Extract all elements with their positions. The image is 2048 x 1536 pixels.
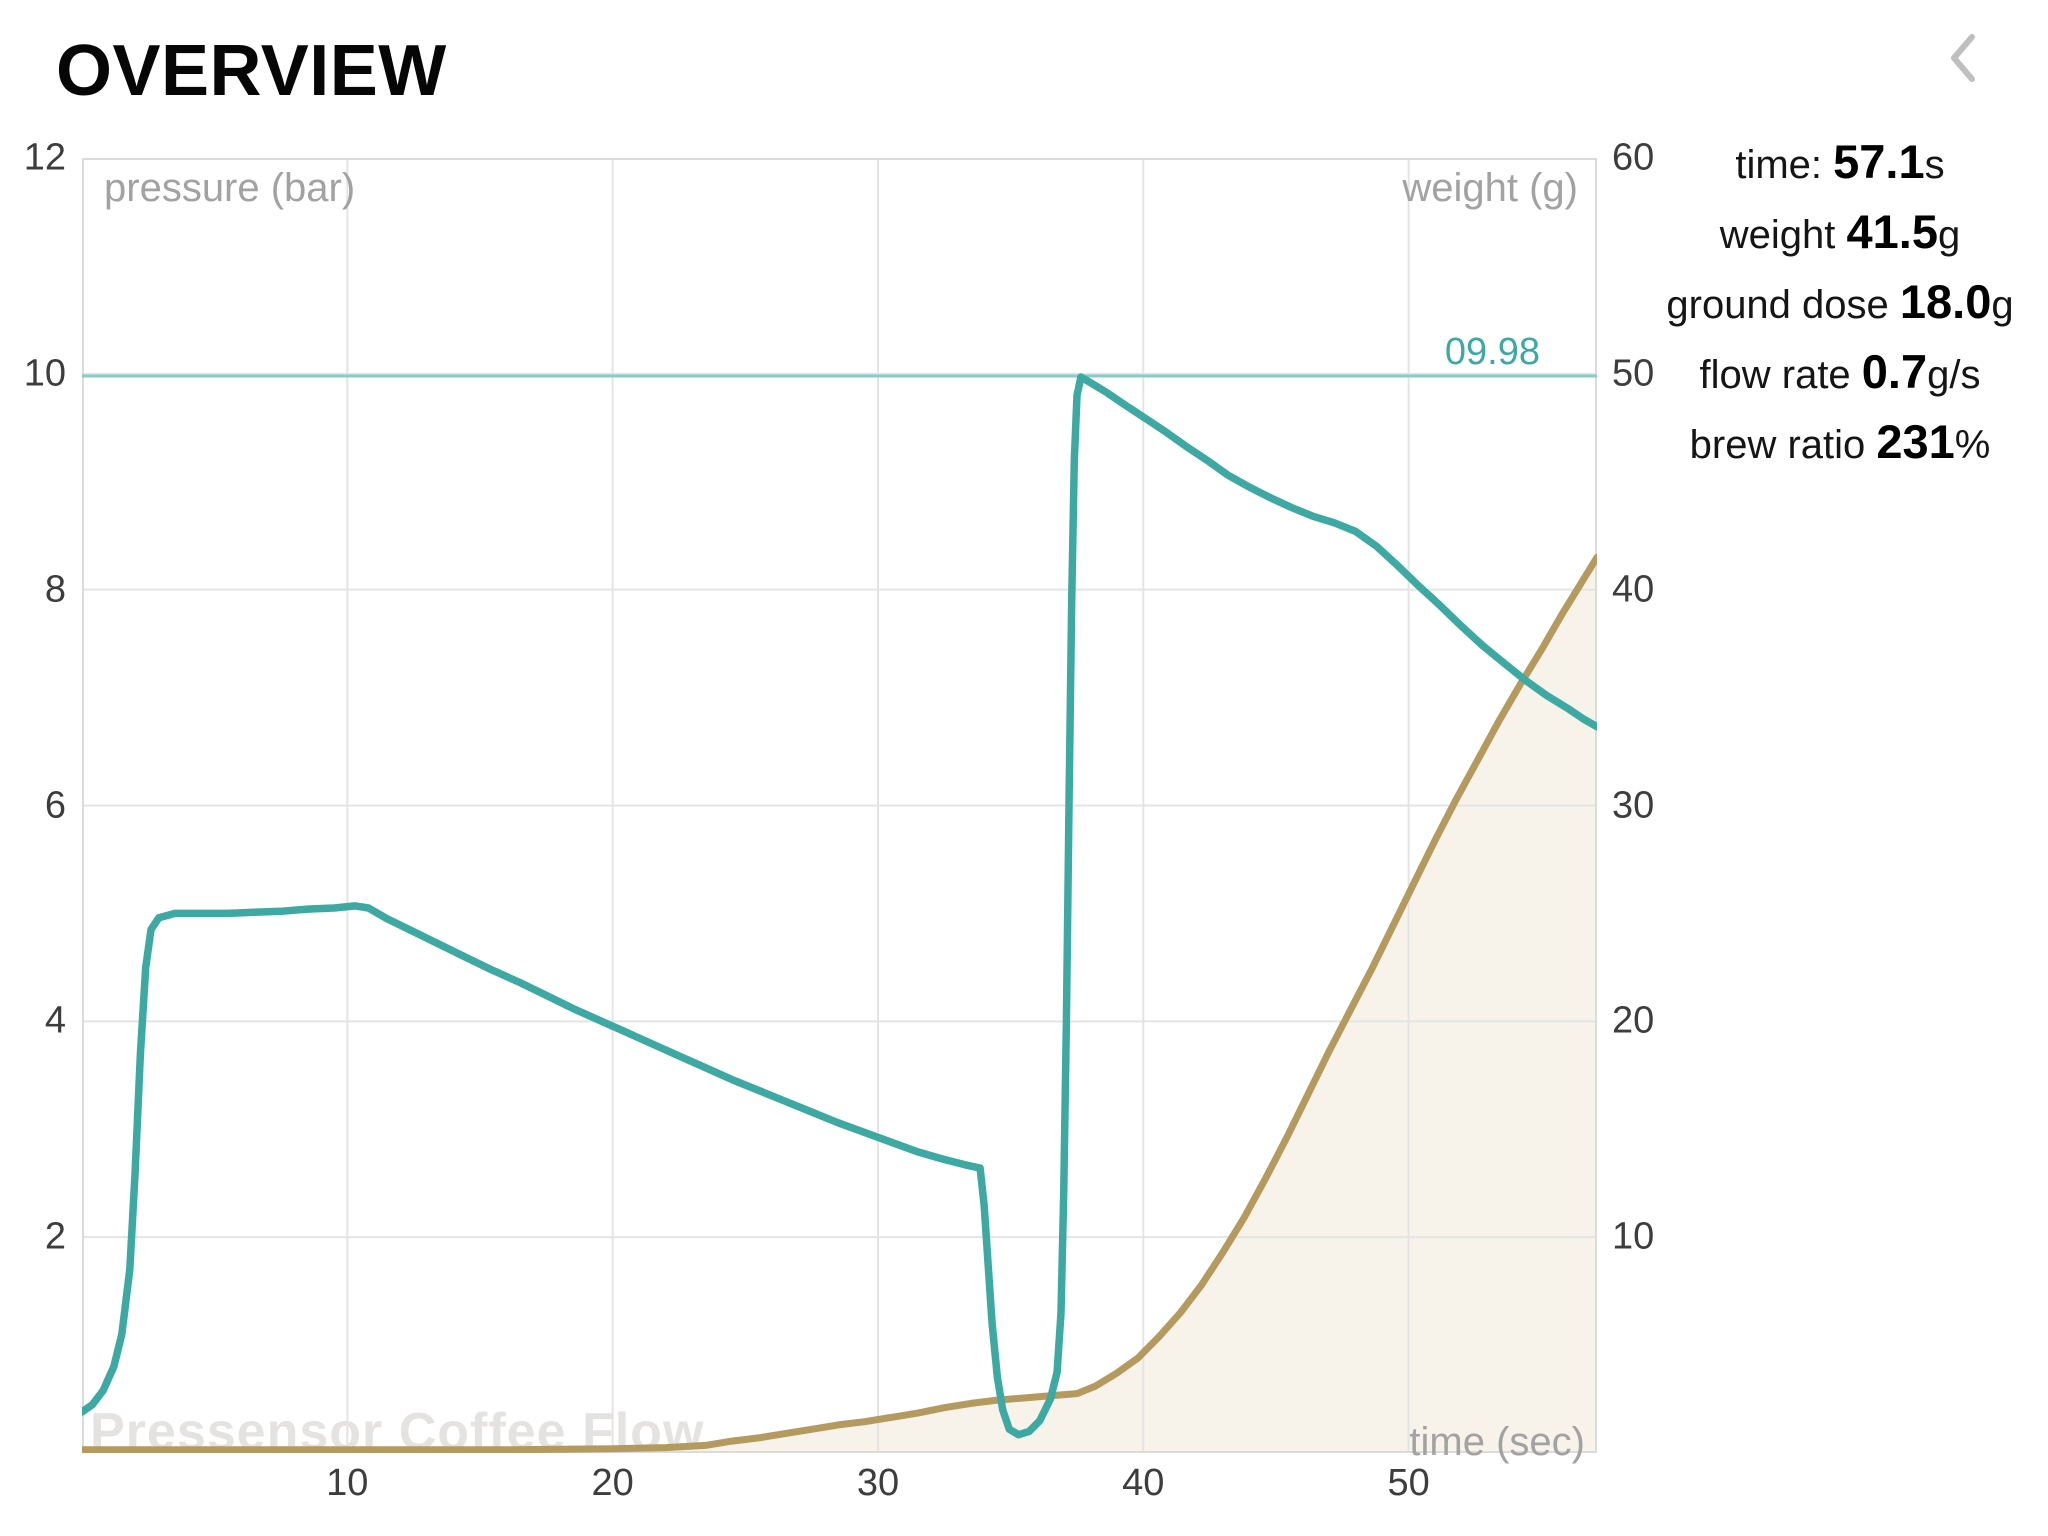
- y-right-tick-label: 60: [1612, 136, 1655, 179]
- chart-border: [82, 158, 1597, 1453]
- y-right-tick-label: 50: [1612, 352, 1655, 395]
- pressure-line: [82, 373, 1597, 1439]
- plot-area: [82, 158, 1597, 1453]
- stat-unit: %: [1954, 423, 1991, 467]
- stat-unit: s: [1924, 143, 1945, 187]
- y-left-tick-label: 2: [44, 1215, 66, 1258]
- stat-label: flow rate: [1699, 353, 1862, 397]
- stat-value: 41.5: [1846, 205, 1938, 258]
- stat-label: brew ratio: [1689, 423, 1877, 467]
- stat-label: time:: [1735, 143, 1834, 187]
- y-right-tick-label: 20: [1612, 999, 1655, 1042]
- stats-panel: time: 57.1s weight 41.5g ground dose 18.…: [1620, 127, 2048, 477]
- page-title: OVERVIEW: [56, 31, 447, 111]
- y-right-tick-label: 40: [1612, 568, 1655, 611]
- x-tick-label: 50: [1387, 1462, 1430, 1504]
- stat-unit: g: [1991, 283, 2014, 327]
- stat-unit: g: [1937, 213, 1961, 257]
- x-tick-label: 40: [1122, 1462, 1165, 1504]
- y-left-tick-label: 12: [23, 136, 66, 179]
- stat-value: 0.7: [1861, 345, 1928, 398]
- weight-fill-area: [82, 557, 1597, 1453]
- reference-line-label: 09.98: [1444, 331, 1540, 373]
- stat-value: 57.1: [1833, 135, 1925, 188]
- x-axis-title: time (sec): [1409, 1420, 1585, 1464]
- stat-value: 18.0: [1899, 275, 1992, 328]
- stat-unit: g/s: [1927, 353, 1981, 397]
- stat-label: weight: [1719, 213, 1847, 257]
- right-axis-title: weight (g): [1402, 166, 1578, 210]
- y-left-tick-label: 4: [44, 999, 66, 1042]
- stat-flow-rate: flow rate 0.7g/s: [1620, 337, 2048, 407]
- x-tick-label: 10: [326, 1462, 369, 1504]
- stat-label: ground dose: [1666, 283, 1900, 327]
- y-left-tick-label: 6: [44, 784, 66, 826]
- stat-time: time: 57.1s: [1620, 127, 2048, 197]
- back-chevron-icon[interactable]: [1946, 32, 1982, 84]
- stat-value: 231: [1876, 415, 1955, 468]
- x-tick-label: 30: [856, 1462, 900, 1504]
- stat-weight: weight 41.5g: [1620, 197, 2048, 267]
- stat-brew-ratio: brew ratio 231%: [1620, 407, 2048, 477]
- x-tick-label: 20: [591, 1462, 634, 1504]
- y-right-tick-label: 30: [1612, 784, 1655, 826]
- y-left-tick-label: 8: [44, 568, 66, 611]
- weight-line: [82, 553, 1597, 1453]
- left-axis-title: pressure (bar): [104, 166, 356, 210]
- y-left-tick-label: 10: [23, 352, 66, 395]
- stat-ground-dose: ground dose 18.0g: [1620, 267, 2048, 337]
- y-right-tick-label: 10: [1612, 1215, 1655, 1258]
